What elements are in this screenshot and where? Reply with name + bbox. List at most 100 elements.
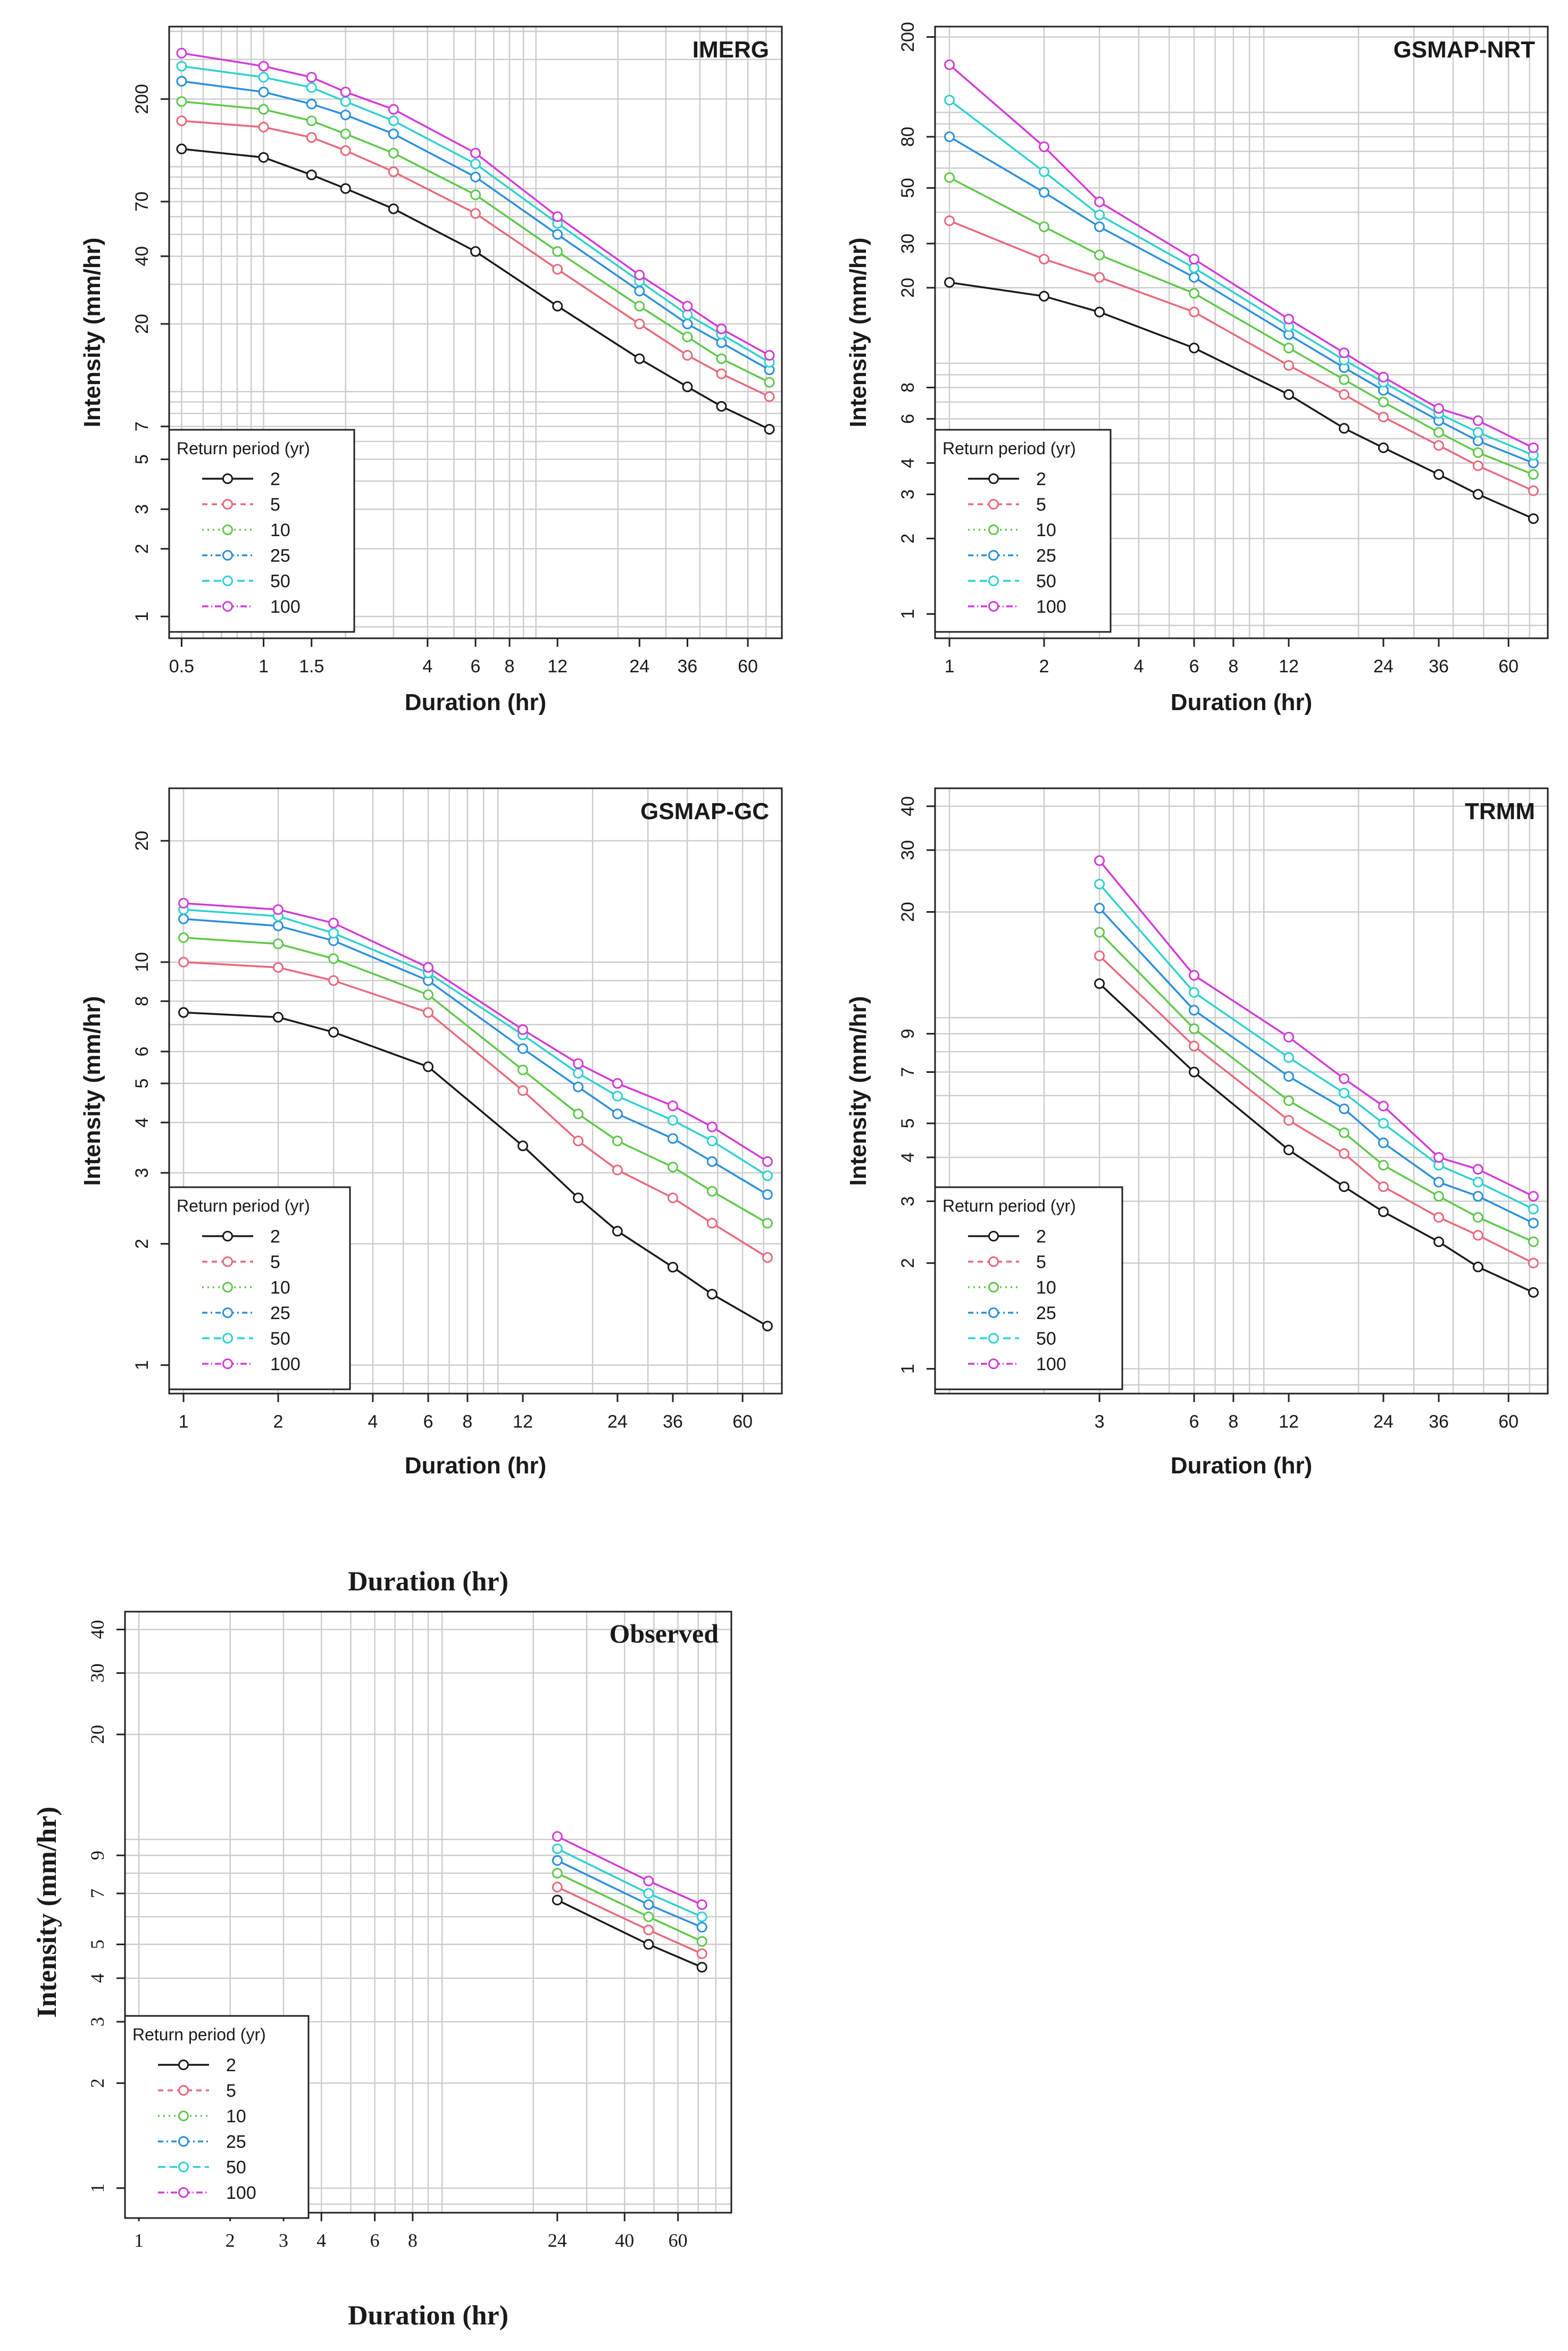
series-line	[183, 937, 768, 1224]
data-point	[1339, 389, 1350, 400]
data-point	[340, 96, 351, 107]
legend-entry-label: 50	[270, 1329, 290, 1349]
x-tick-label: 4	[316, 2230, 326, 2251]
data-point	[643, 1911, 654, 1922]
data-point	[176, 61, 187, 72]
data-point	[328, 953, 339, 964]
legend-title: Return period (yr)	[943, 439, 1076, 458]
y-tick-label: 3	[132, 1168, 152, 1178]
y-tick-label: 70	[132, 191, 152, 212]
data-point	[944, 277, 955, 288]
y-tick-label: 20	[132, 831, 152, 851]
series-2-yr	[1094, 978, 1539, 1298]
series-100-yr	[944, 59, 1539, 453]
y-tick-label: 3	[132, 504, 152, 514]
x-tick-label: 4	[1133, 656, 1144, 677]
x-tick-label: 60	[732, 1412, 753, 1432]
data-point	[176, 144, 187, 155]
data-point	[1094, 249, 1105, 261]
data-point	[764, 377, 775, 388]
legend-entry-label: 2	[1036, 1227, 1046, 1247]
data-point	[696, 1936, 707, 1947]
data-point	[1189, 272, 1200, 283]
y-tick-label: 80	[898, 127, 918, 147]
legend-entry-label: 50	[1036, 571, 1056, 591]
y-tick-label: 30	[87, 1663, 108, 1682]
legend-swatch-marker	[988, 1358, 999, 1369]
y-tick-label: 3	[898, 489, 918, 499]
data-point	[517, 1043, 528, 1054]
stray-axis-caption: Duration (hr)	[348, 1566, 508, 1597]
y-tick-label: 2	[87, 2078, 108, 2088]
y-tick-label: 4	[87, 1973, 108, 1983]
data-point	[612, 1136, 623, 1147]
y-tick-label: 8	[132, 996, 152, 1006]
data-point	[1528, 485, 1539, 496]
data-point	[668, 1115, 679, 1126]
x-axis-title: Duration (hr)	[348, 2300, 508, 2331]
data-point	[1528, 1287, 1539, 1298]
data-point	[552, 264, 563, 275]
data-point	[762, 1321, 773, 1332]
data-point	[643, 1939, 654, 1950]
plot-frame	[934, 787, 1549, 1395]
data-point	[517, 1064, 528, 1076]
data-point	[1094, 196, 1105, 207]
legend-swatch-marker	[178, 2187, 189, 2198]
x-axis-title: Duration (hr)	[405, 1453, 546, 1479]
y-tick-label: 20	[132, 314, 152, 334]
data-point	[1189, 1040, 1200, 1052]
data-point	[573, 1108, 584, 1120]
data-point	[944, 95, 955, 106]
plot-frame	[168, 787, 783, 1395]
data-point	[388, 104, 399, 115]
data-point	[306, 72, 317, 83]
data-point	[1189, 254, 1200, 265]
y-tick-label: 7	[132, 421, 152, 431]
data-point	[1283, 343, 1294, 354]
legend-swatch-marker	[222, 1256, 233, 1267]
legend-title: Return period (yr)	[177, 439, 310, 458]
data-point	[178, 956, 189, 968]
data-point	[1339, 1148, 1350, 1159]
legend-entry-label: 2	[270, 469, 280, 489]
x-tick-label: 2	[1039, 656, 1049, 677]
data-point	[1094, 221, 1105, 232]
data-point	[178, 898, 189, 909]
data-point	[306, 169, 317, 180]
data-point	[272, 938, 283, 949]
x-tick-label: 24	[629, 656, 649, 677]
data-point	[696, 1899, 707, 1910]
data-point	[423, 989, 434, 1001]
data-point	[1472, 489, 1483, 500]
series-10-yr	[178, 932, 773, 1229]
y-tick-label: 3	[898, 1196, 918, 1206]
data-point	[762, 1156, 773, 1167]
x-tick-label: 60	[669, 2230, 688, 2251]
y-tick-label: 4	[898, 458, 918, 468]
data-point	[1378, 396, 1389, 407]
series-line	[183, 902, 768, 1163]
data-point	[1378, 1137, 1389, 1148]
legend-entry-label: 50	[226, 2157, 246, 2178]
data-point	[682, 381, 693, 393]
legend-entry-label: 25	[270, 546, 290, 566]
data-point	[643, 1899, 654, 1910]
legend-entry-label: 25	[226, 2132, 246, 2152]
legend-entry-label: 5	[1036, 495, 1046, 515]
legend-swatch-marker	[988, 524, 999, 535]
legend-swatch-marker	[222, 550, 233, 561]
legend-entry-label: 2	[1036, 469, 1046, 489]
data-point	[1094, 978, 1105, 989]
data-point	[706, 1121, 718, 1132]
data-point	[1472, 1177, 1483, 1188]
data-point	[1283, 1052, 1294, 1063]
y-tick-label: 6	[132, 1046, 152, 1056]
data-point	[1283, 1095, 1294, 1106]
data-point	[634, 270, 645, 281]
data-point	[716, 323, 727, 335]
x-tick-label: 3	[279, 2230, 288, 2251]
